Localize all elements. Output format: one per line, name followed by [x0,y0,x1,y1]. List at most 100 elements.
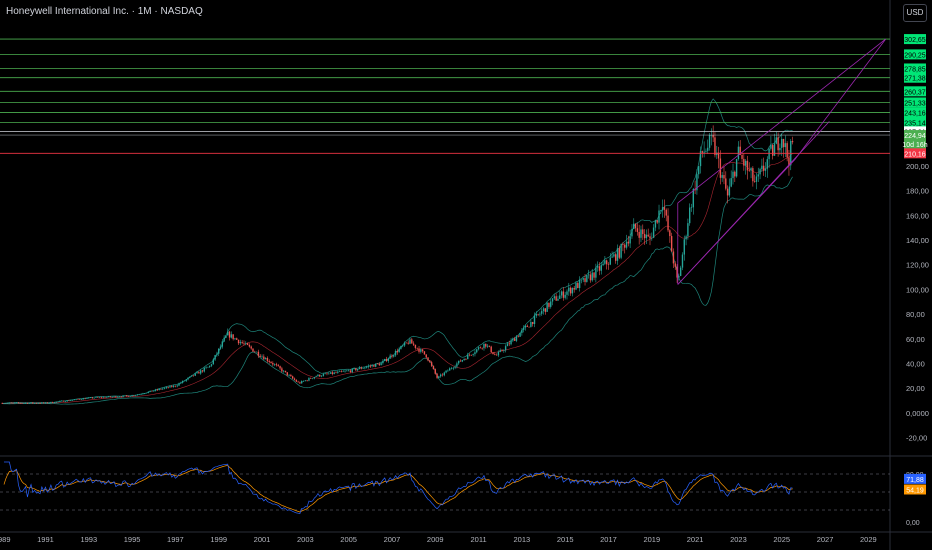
candle-body [340,370,343,372]
candle-body [584,278,586,282]
candle-body [194,373,196,376]
candle [656,219,658,225]
candle-body [199,370,202,374]
candle [26,402,29,404]
candle-body [515,336,518,341]
candle [384,358,386,362]
candle-body [750,168,752,171]
candle-body [48,402,50,404]
candle [239,339,242,346]
currency-button[interactable]: USD [903,4,927,22]
candle-body [533,315,536,324]
candle [160,388,162,390]
candle [237,339,240,346]
candle-body [701,151,704,153]
candle-body [79,399,81,400]
candle-body [781,138,783,148]
candle [185,379,187,382]
candle-body [208,365,211,367]
candle [37,402,39,404]
candle-body [156,389,159,391]
candle [189,376,191,379]
candle-body [573,287,575,290]
candle-body [120,396,122,398]
candle [225,334,227,339]
candle-body [281,368,283,372]
candle-body [328,373,330,375]
candle [571,287,574,297]
candle-body [681,254,684,268]
candle-body [225,335,227,338]
time-tick-label: 1989 [0,535,11,544]
candle-body [97,397,99,398]
support-label-bg [904,148,926,159]
candle-body [692,188,695,208]
candle-body [683,239,685,255]
candle [84,397,86,400]
candle [79,399,81,400]
candle-body [562,291,565,298]
candle [317,374,319,377]
candle-body [346,370,348,372]
resistance-label-bg [904,117,926,128]
candle [618,245,621,260]
candle [537,313,539,316]
candle [752,166,754,187]
candle-body [613,254,615,257]
candle-body [5,403,7,404]
candle-body [403,342,406,346]
candle [187,377,189,381]
candle-body [131,395,133,397]
candle-body [595,267,597,278]
upper-band [2,98,793,404]
candle-body [351,368,353,372]
candle-body [232,334,234,340]
candle [683,235,685,261]
candle [436,372,438,380]
candle-body [486,345,489,347]
candle [490,345,492,354]
candle [236,337,238,340]
candle [764,162,767,178]
candle [465,358,467,361]
candle-body [786,143,788,158]
candle-body [564,294,566,298]
candle [591,268,593,282]
candle [201,369,204,373]
candle [10,402,12,404]
candle [716,145,718,160]
moving-average-line [2,153,793,404]
candle-body [329,372,332,374]
candle [492,352,494,355]
candle [620,243,622,260]
candle [21,403,23,404]
candle [351,368,353,374]
candle [755,172,758,190]
candle [163,387,166,390]
candle-body [299,382,301,384]
candle [499,348,501,353]
time-tick-label: 2007 [384,535,401,544]
candle [109,396,112,398]
candle-body [546,302,548,312]
candle-body [636,228,639,232]
candle-body [768,148,770,160]
candle [255,351,258,353]
candle [353,367,355,370]
horizontal-levels: 302,65 290,25 278,85 271,38 260,37 251,33 243,… [0,34,928,159]
time-tick-label: 2003 [297,535,314,544]
candle-body [23,403,25,404]
candle [643,229,646,245]
candle-body [753,181,756,182]
candle [24,402,27,404]
candle-body [501,350,503,351]
candle [331,370,334,376]
candle-body [358,367,361,370]
candle [364,366,366,370]
candle [602,260,604,267]
candle-body [266,358,269,362]
candle [439,373,442,378]
candle-body [688,207,691,224]
candle-body [237,339,240,344]
